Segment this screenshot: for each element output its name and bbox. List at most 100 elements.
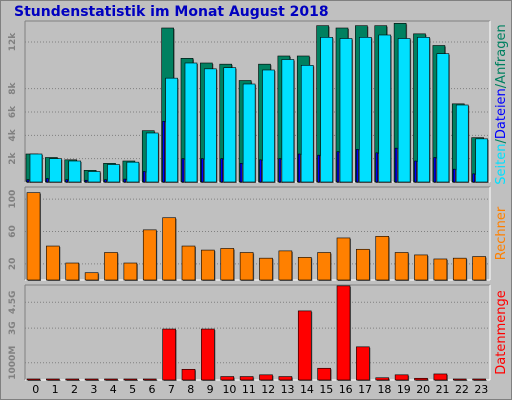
volume-bar bbox=[336, 285, 351, 381]
volume-bar-shadow bbox=[124, 379, 138, 381]
pages-bar bbox=[239, 163, 243, 183]
visitors-panel-tick-label: 100 bbox=[8, 190, 18, 209]
hour-label: 14 bbox=[300, 383, 314, 396]
files-bar bbox=[320, 37, 333, 183]
hour-label: 13 bbox=[281, 383, 295, 396]
pages-bar bbox=[394, 147, 398, 183]
volume-bar bbox=[278, 376, 293, 381]
visitors-panel-tick-label: 20 bbox=[8, 258, 18, 271]
volume-bar bbox=[123, 378, 138, 381]
pages-bar bbox=[104, 179, 107, 183]
pages-bar bbox=[433, 157, 437, 183]
requests-panel-tick-label: 12k bbox=[8, 32, 18, 52]
hour-label: 15 bbox=[319, 383, 333, 396]
pages-bar bbox=[336, 151, 340, 183]
visitors-bar bbox=[297, 257, 312, 281]
hour-label: 6 bbox=[148, 383, 155, 396]
files-bar bbox=[455, 104, 469, 183]
visitors-bar bbox=[181, 245, 196, 281]
pages-bar bbox=[472, 173, 475, 183]
volume-bar bbox=[201, 328, 215, 381]
hour-label: 20 bbox=[416, 383, 430, 396]
files-bar bbox=[126, 161, 140, 183]
volume-bar-shadow bbox=[454, 379, 468, 381]
pages-bar bbox=[65, 179, 69, 183]
volume-bar bbox=[317, 367, 331, 381]
files-bar bbox=[378, 34, 392, 183]
visitors-bar bbox=[104, 252, 118, 281]
volume-bar bbox=[162, 328, 176, 381]
hour-label: 3 bbox=[90, 383, 97, 396]
volume-bar bbox=[259, 374, 273, 381]
volume-bar bbox=[84, 378, 99, 381]
requests-panel-plot-area bbox=[25, 21, 490, 182]
pages-bar bbox=[201, 158, 204, 183]
pages-bar bbox=[220, 158, 224, 183]
volume-bar bbox=[46, 378, 60, 381]
volume-bar-shadow bbox=[105, 379, 119, 381]
volume-bar bbox=[472, 378, 486, 381]
hour-label: 17 bbox=[358, 383, 372, 396]
requests-panel-tick-label: 8k bbox=[8, 82, 18, 95]
pages-bar bbox=[181, 158, 185, 183]
volume-bar bbox=[452, 378, 467, 381]
files-bar bbox=[475, 138, 488, 183]
files-bar bbox=[339, 38, 353, 183]
visitors-bar bbox=[278, 250, 293, 281]
hour-label: 11 bbox=[242, 383, 256, 396]
volume-bar-shadow bbox=[473, 379, 487, 381]
files-bar bbox=[262, 69, 275, 183]
visitors-bar bbox=[46, 245, 60, 281]
files-bar bbox=[68, 160, 82, 183]
visitors-bar bbox=[220, 248, 235, 281]
volume-bar bbox=[26, 378, 41, 381]
pages-bar bbox=[452, 168, 456, 183]
volume-bar bbox=[142, 378, 157, 381]
files-bar bbox=[87, 171, 101, 183]
hour-label: 16 bbox=[339, 383, 353, 396]
hour-label: 4 bbox=[110, 383, 117, 396]
files-bar bbox=[281, 59, 295, 183]
requests-axis-label: Seiten/Dateien/Anfragen bbox=[494, 24, 509, 184]
visitors-bar bbox=[26, 192, 41, 281]
pages-bar bbox=[414, 160, 417, 183]
volume-bar bbox=[394, 374, 409, 381]
hour-label: 1 bbox=[52, 383, 59, 396]
files-bar bbox=[184, 62, 198, 183]
volume-bar-shadow bbox=[28, 379, 41, 381]
pages-bar bbox=[297, 153, 301, 183]
files-bar bbox=[223, 67, 237, 183]
pages-bar bbox=[123, 178, 127, 183]
hour-label: 0 bbox=[32, 383, 39, 396]
pages-bar bbox=[259, 159, 262, 183]
hour-label: 2 bbox=[71, 383, 78, 396]
files-bar bbox=[107, 164, 120, 183]
volume-bar bbox=[297, 310, 312, 381]
volume-bar-shadow bbox=[66, 379, 80, 381]
requests-axis-label-part: / bbox=[494, 83, 509, 88]
visitors-panel-plot-area bbox=[25, 187, 490, 280]
visitors-bar bbox=[433, 258, 448, 281]
hour-label: 21 bbox=[436, 383, 450, 396]
requests-axis-label-part: Seiten bbox=[494, 144, 509, 185]
hour-label: 10 bbox=[222, 383, 236, 396]
volume-bar bbox=[104, 378, 118, 381]
visitors-bar bbox=[65, 262, 80, 281]
pages-bar bbox=[317, 154, 320, 183]
files-bar bbox=[436, 53, 450, 183]
pages-bar bbox=[375, 152, 379, 183]
volume-panel-tick-label: 1000M bbox=[8, 346, 18, 380]
requests-axis-label-part: / bbox=[494, 139, 509, 144]
files-bar bbox=[165, 77, 178, 183]
volume-bar bbox=[433, 373, 448, 381]
visitors-axis-label: Rechner bbox=[494, 206, 509, 260]
visitors-bar bbox=[394, 252, 409, 281]
volume-bar bbox=[220, 376, 235, 381]
hour-label: 7 bbox=[168, 383, 175, 396]
requests-panel-tick-label: 6k bbox=[8, 105, 18, 118]
volume-bar-shadow bbox=[86, 379, 100, 381]
files-bar bbox=[300, 65, 314, 183]
visitors-bar bbox=[84, 272, 99, 281]
files-bar bbox=[145, 132, 159, 183]
volume-bar-shadow bbox=[144, 379, 158, 381]
